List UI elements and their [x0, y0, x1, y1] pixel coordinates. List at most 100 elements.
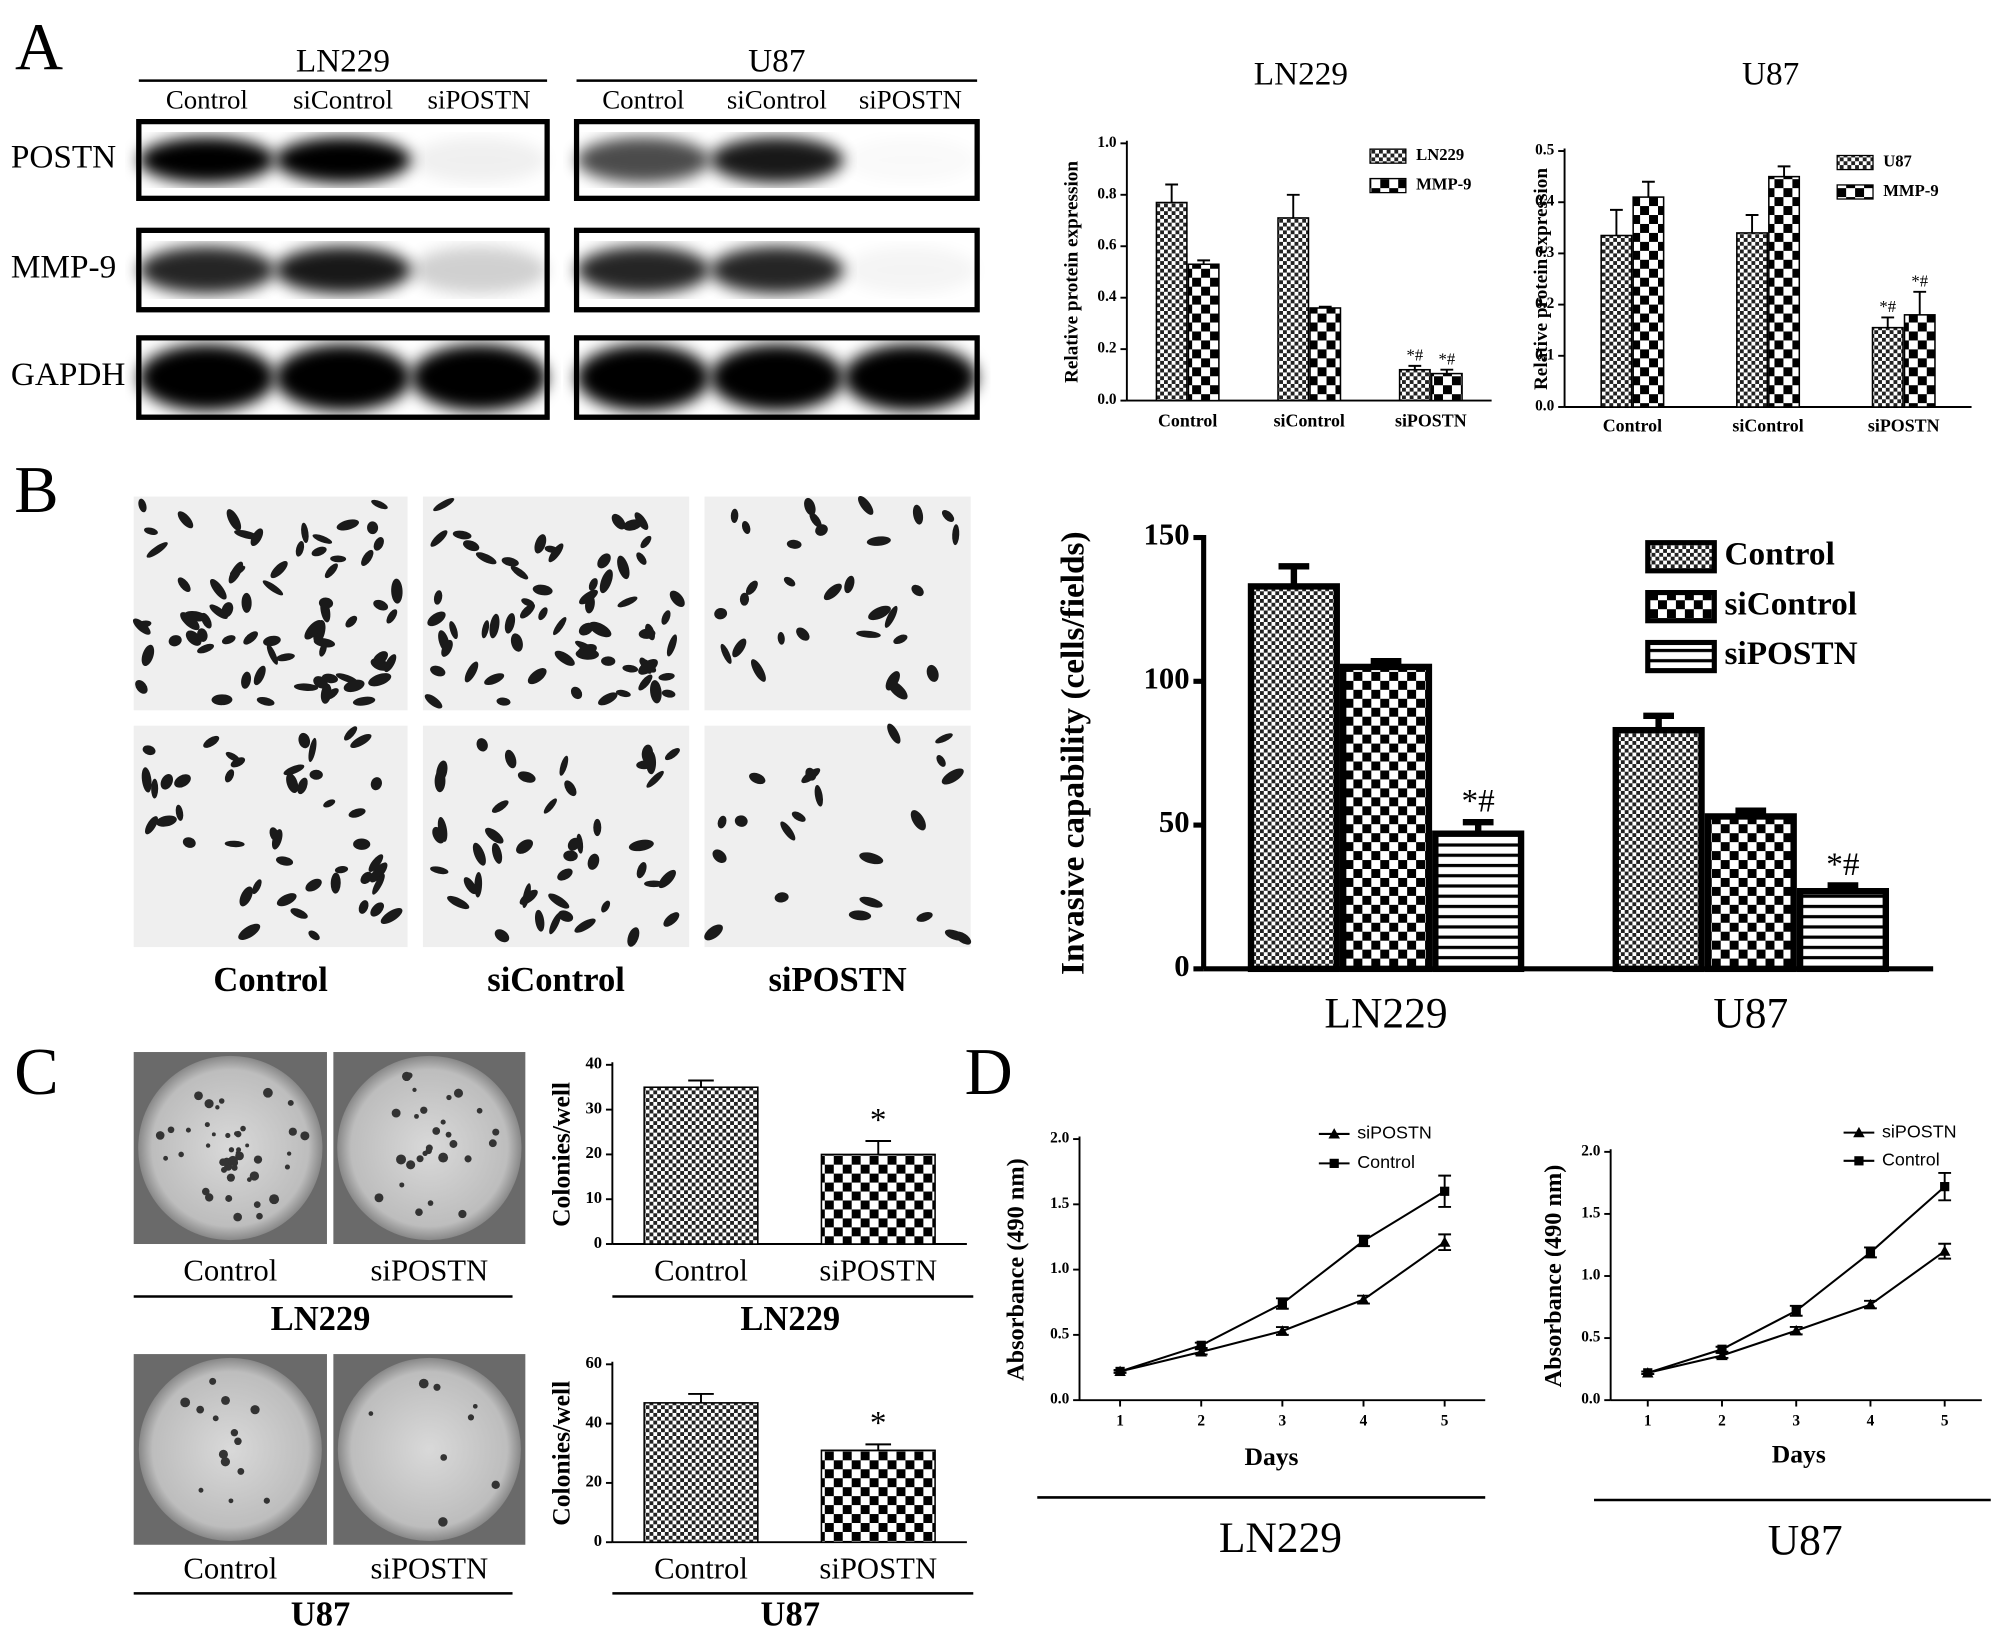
cell — [323, 799, 336, 808]
error-bar — [1745, 214, 1759, 233]
x-tick-label: 1 — [1644, 1412, 1652, 1429]
colony — [438, 1152, 449, 1163]
cell — [661, 610, 671, 625]
point — [1717, 1344, 1727, 1354]
colony — [234, 1130, 242, 1138]
cell — [250, 528, 264, 547]
cell — [305, 878, 322, 892]
y-tick-label: 1.0 — [1097, 134, 1117, 151]
y-axis-label: Absorbance (490 nm) — [1003, 1158, 1030, 1381]
cell — [352, 696, 376, 706]
blot-border — [136, 119, 550, 201]
cell — [622, 664, 639, 673]
colony — [212, 1415, 219, 1422]
y-tick-label: 0 — [1174, 949, 1189, 983]
cell — [856, 630, 881, 638]
cell — [319, 643, 327, 657]
plate-label: siPOSTN — [370, 1552, 488, 1586]
plate-label: Control — [183, 1552, 277, 1586]
colony — [249, 1171, 260, 1181]
significance-label: *# — [1462, 783, 1496, 820]
cell — [372, 651, 388, 666]
cell — [780, 821, 796, 841]
colony — [240, 1125, 246, 1132]
significance-label: * — [870, 1101, 887, 1138]
y-tick-label: 1.0 — [1050, 1260, 1070, 1277]
cell — [224, 840, 245, 848]
x-tick-label: 1 — [1116, 1412, 1124, 1429]
legend-swatch — [1645, 590, 1717, 624]
panel-label: B — [14, 454, 58, 527]
cell — [858, 495, 874, 515]
y-tick-label: 20 — [586, 1472, 603, 1491]
image-label: siControl — [487, 961, 625, 999]
cell — [386, 609, 398, 624]
cell — [601, 900, 611, 913]
blot-band — [138, 246, 275, 294]
colony — [163, 1155, 169, 1161]
cell — [230, 757, 246, 768]
cell — [271, 829, 283, 850]
cell — [309, 769, 323, 780]
cell — [543, 798, 557, 814]
significance-label: *# — [1879, 297, 1896, 316]
cell — [155, 815, 177, 827]
colony — [440, 1119, 446, 1125]
bar — [1704, 813, 1797, 973]
cell — [823, 583, 842, 601]
colony — [231, 1164, 238, 1171]
cell — [777, 631, 785, 645]
colony — [198, 1487, 204, 1493]
cell — [144, 527, 158, 535]
bar — [820, 1153, 936, 1245]
blot-band — [576, 136, 711, 184]
bar — [1612, 726, 1705, 973]
cell — [617, 596, 638, 608]
colony — [218, 1449, 228, 1459]
cell — [203, 735, 220, 748]
cell — [597, 553, 611, 569]
y-tick-label: 2.0 — [1050, 1130, 1070, 1147]
cell — [380, 908, 403, 924]
cell — [893, 634, 908, 645]
cell — [809, 512, 822, 528]
legend-label: MMP-9 — [1416, 174, 1471, 193]
cell — [496, 697, 511, 706]
micrograph — [133, 496, 408, 711]
point — [1115, 1366, 1125, 1377]
bar — [820, 1449, 936, 1543]
colony — [467, 1414, 475, 1421]
cell — [489, 613, 500, 639]
cell — [345, 615, 358, 628]
colony — [416, 1155, 424, 1163]
cell — [424, 694, 443, 709]
cell — [615, 689, 631, 698]
cell — [570, 686, 583, 700]
colony — [211, 1132, 216, 1137]
cell — [734, 815, 748, 827]
colony — [368, 1411, 374, 1416]
y-tick-label: 0.1 — [1535, 346, 1554, 363]
cell — [516, 839, 534, 854]
bar — [1277, 217, 1310, 402]
bar — [1796, 888, 1890, 973]
cell — [297, 777, 308, 795]
cell — [585, 595, 595, 614]
legend-marker — [1853, 1126, 1865, 1138]
cell — [751, 659, 766, 682]
legend-swatch — [1645, 540, 1717, 574]
cell — [538, 607, 548, 621]
cell — [358, 900, 369, 914]
cell — [549, 912, 562, 935]
bar — [1736, 232, 1769, 408]
cell — [587, 853, 600, 870]
cell — [534, 534, 547, 554]
series-line — [1647, 1185, 1946, 1374]
cell — [640, 535, 652, 549]
bar — [1600, 234, 1633, 408]
cell — [320, 683, 332, 704]
cell — [301, 522, 309, 543]
x-tick-label: LN229 — [1324, 989, 1447, 1037]
cell — [324, 563, 338, 579]
